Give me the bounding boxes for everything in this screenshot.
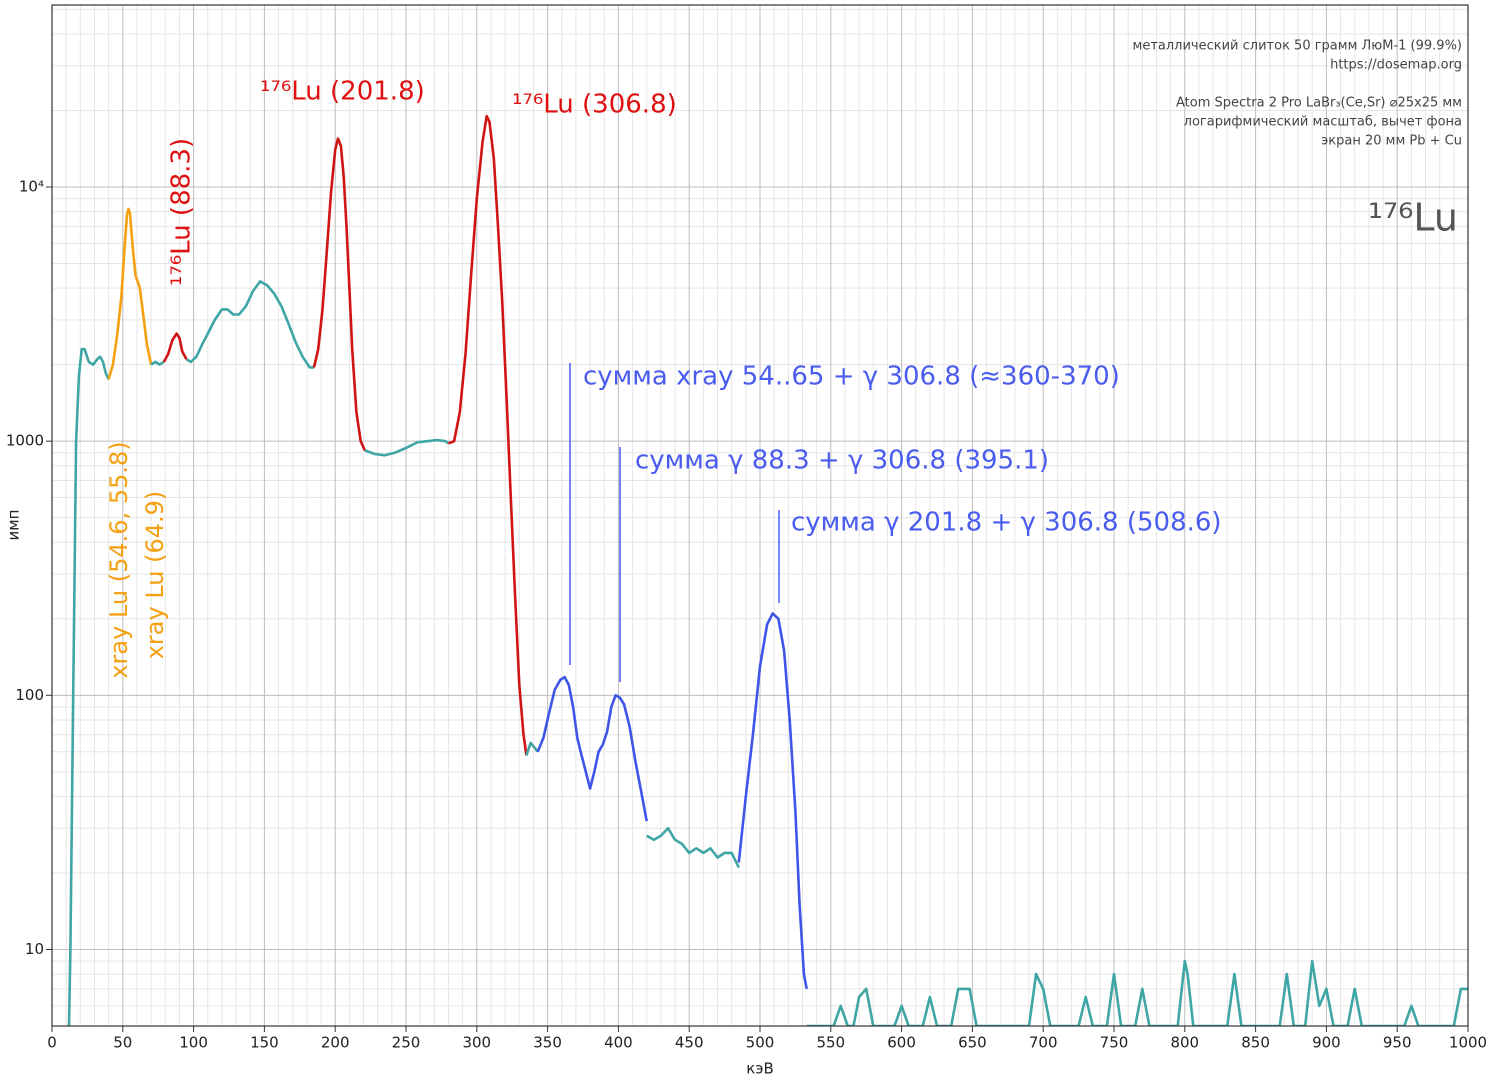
info-text: логарифмический масштаб, вычет фона [1184, 115, 1462, 130]
annotation: ¹⁷⁶Lu (88.3) [167, 138, 197, 286]
spectrum-line [737, 612, 808, 990]
annotation: сумма γ 201.8 + γ 306.8 (508.6) [791, 508, 1222, 538]
spectrum-line [185, 280, 314, 369]
x-tick-label: 450 [675, 1034, 704, 1052]
isotope-label: ¹⁷⁶Lu [1368, 196, 1458, 240]
x-tick-label: 800 [1170, 1034, 1199, 1052]
y-tick-label: 1000 [6, 432, 44, 450]
spectrum-line [67, 347, 110, 1026]
y-axis-label: имп [5, 510, 23, 541]
x-tick-label: 900 [1312, 1034, 1341, 1052]
y-tick-label: 10 [25, 940, 44, 958]
spectrum-line [150, 360, 165, 366]
annotation: сумма xray 54..65 + γ 306.8 (≈360-370) [583, 362, 1120, 392]
info-text: https://dosemap.org [1330, 58, 1462, 73]
x-tick-label: 50 [113, 1034, 132, 1052]
spectrum-line [448, 114, 528, 756]
x-tick-label: 200 [321, 1034, 350, 1052]
info-text: металлический слиток 50 грамм ЛюМ-1 (99.… [1133, 39, 1462, 54]
x-tick-label: 700 [1029, 1034, 1058, 1052]
x-tick-label: 750 [1100, 1034, 1129, 1052]
spectrum-line [107, 207, 153, 380]
y-tick-label: 100 [15, 686, 44, 704]
x-tick-label: 100 [179, 1034, 208, 1052]
spectrum-line [525, 741, 539, 756]
spectrum-line [806, 959, 1468, 1026]
x-tick-label: 550 [816, 1034, 845, 1052]
grid [51, 5, 1469, 1027]
annotation: ¹⁷⁶Lu (201.8) [260, 77, 425, 107]
x-tick-label: 350 [533, 1034, 562, 1052]
x-tick-label: 850 [1241, 1034, 1270, 1052]
spectrum-line [162, 332, 188, 363]
spectrum-line [364, 438, 450, 457]
plot-lines [67, 114, 1468, 1026]
x-axis-label: кэВ [746, 1060, 774, 1078]
info-text: Atom Spectra 2 Pro LaBr₃(Ce,Sr) ⌀25x25 м… [1176, 96, 1462, 111]
info-text: экран 20 мм Pb + Cu [1321, 134, 1462, 149]
x-tick-label: 300 [462, 1034, 491, 1052]
y-tick-label: 10⁴ [19, 177, 44, 195]
x-tick-label: 400 [604, 1034, 633, 1052]
x-tick-label: 1000 [1449, 1034, 1487, 1052]
x-tick-label: 950 [1383, 1034, 1412, 1052]
spectrum-line [646, 826, 740, 869]
annotation: сумма γ 88.3 + γ 306.8 (395.1) [635, 446, 1049, 476]
spectrum-line [536, 675, 648, 822]
annotation: xray Lu (64.9) [141, 491, 169, 660]
x-tick-label: 500 [746, 1034, 775, 1052]
x-tick-label: 250 [392, 1034, 421, 1052]
labels: 0 50 100 150 200 250 300 350 400 450 500 550 600 650 7… [5, 39, 1488, 1078]
x-tick-label: 0 [47, 1034, 57, 1052]
spectrum-line [312, 137, 367, 451]
annotation: ¹⁷⁶Lu (306.8) [512, 90, 677, 120]
annotation: xray Lu (54.6, 55.8) [105, 441, 133, 678]
x-tick-label: 600 [887, 1034, 916, 1052]
x-tick-label: 150 [250, 1034, 279, 1052]
x-tick-label: 650 [958, 1034, 987, 1052]
